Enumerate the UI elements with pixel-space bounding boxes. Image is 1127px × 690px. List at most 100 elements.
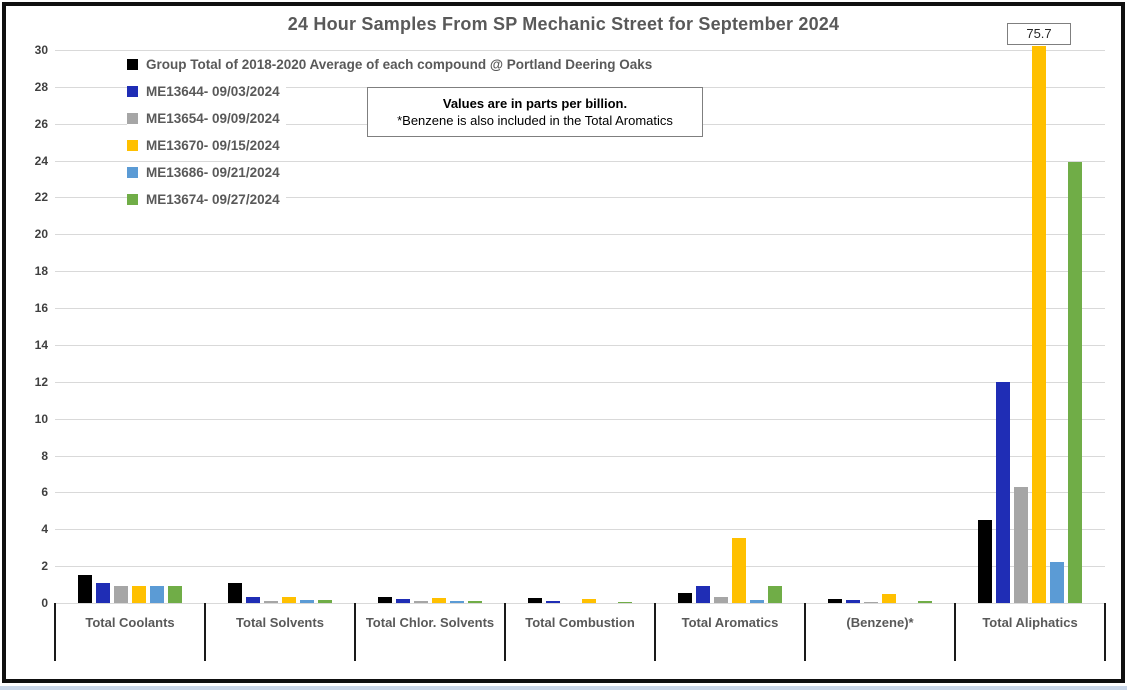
bar-s1-c4 (696, 586, 710, 603)
bar-s0-c3 (528, 598, 542, 603)
legend-label: ME13644- 09/03/2024 (146, 84, 280, 99)
category-separator-tick (804, 603, 806, 661)
bar-s0-c2 (378, 597, 392, 603)
legend-label: ME13686- 09/21/2024 (146, 165, 280, 180)
bar-s5-c1 (318, 600, 332, 603)
legend-item: Group Total of 2018-2020 Average of each… (127, 57, 659, 72)
bar-s5-c5 (918, 601, 932, 603)
note-line-1: Values are in parts per billion. (442, 96, 628, 111)
gridline (55, 492, 1105, 494)
bar-s1-c3 (546, 601, 560, 603)
bar-s4-c4 (750, 600, 764, 603)
gridline (55, 418, 1105, 420)
x-axis-category-label: Total Combustion (525, 615, 635, 630)
legend-item: ME13670- 09/15/2024 (127, 138, 286, 153)
bar-s1-c6 (996, 381, 1010, 603)
bar-s2-c5 (864, 602, 878, 603)
bar-s0-c0 (78, 575, 92, 603)
gridline (55, 603, 1105, 604)
legend-item: ME13644- 09/03/2024 (127, 84, 286, 99)
y-axis-tick-label: 18 (34, 264, 48, 279)
bar-s5-c0 (168, 585, 182, 603)
category-separator-tick (1104, 603, 1106, 661)
y-axis-tick-label: 10 (34, 411, 48, 426)
category-separator-tick (954, 603, 956, 661)
bar-s4-c2 (450, 601, 464, 603)
y-axis-tick-label: 20 (34, 227, 48, 242)
gridline (55, 566, 1105, 568)
x-axis-category-label: Total Solvents (236, 615, 324, 630)
bar-s2-c2 (414, 601, 428, 603)
note-line-2: *Benzene is also included in the Total A… (397, 113, 673, 128)
bar-s4-c1 (300, 600, 314, 603)
bar-s3-c0 (132, 586, 146, 603)
gridline (55, 271, 1105, 273)
y-axis-tick-label: 28 (34, 79, 48, 94)
bar-s5-c4 (768, 585, 782, 603)
bar-s3-c1 (282, 597, 296, 603)
legend-swatch-icon (127, 86, 138, 97)
gridline (55, 197, 1105, 199)
y-axis-tick-label: 6 (41, 485, 48, 500)
x-axis-category-label: (Benzene)* (846, 615, 914, 630)
gridline (55, 50, 1105, 51)
gridline (55, 381, 1105, 383)
legend-item: ME13674- 09/27/2024 (127, 192, 286, 207)
x-axis-category-label: Total Chlor. Solvents (365, 615, 495, 630)
legend-swatch-icon (127, 194, 138, 205)
bar-s3-c6 (1032, 46, 1046, 603)
y-axis-tick-label: 24 (34, 153, 48, 168)
y-axis-tick-label: 12 (34, 374, 48, 389)
bar-s0-c1 (228, 582, 242, 603)
bar-s0-c5 (828, 599, 842, 603)
bar-s3-c3 (582, 599, 596, 603)
bar-s4-c6 (1050, 562, 1064, 603)
note-box: Values are in parts per billion. *Benzen… (367, 87, 703, 137)
bar-s1-c5 (846, 600, 860, 603)
legend-label: ME13674- 09/27/2024 (146, 192, 280, 207)
category-separator-tick (204, 603, 206, 661)
legend-label: ME13654- 09/09/2024 (146, 111, 280, 126)
bar-s3-c5 (882, 593, 896, 603)
legend-swatch-icon (127, 167, 138, 178)
chart-title: 24 Hour Samples From SP Mechanic Street … (287, 14, 840, 34)
x-axis-category-label: Total Coolants (85, 615, 175, 630)
data-label-callout: 75.7 (1007, 23, 1071, 45)
bar-s2-c4 (714, 596, 728, 603)
legend-item: ME13686- 09/21/2024 (127, 165, 286, 180)
y-axis-tick-label: 8 (41, 448, 48, 463)
bar-s5-c3 (618, 602, 632, 603)
bar-s5-c2 (468, 601, 482, 603)
x-axis-category-label: Total Aromatics (681, 615, 779, 630)
legend-swatch-icon (127, 140, 138, 151)
bar-s2-c6 (1014, 486, 1028, 603)
bar-s2-c1 (264, 601, 278, 603)
bar-s1-c0 (96, 582, 110, 603)
gridline (55, 160, 1105, 162)
legend-label: ME13670- 09/15/2024 (146, 138, 280, 153)
gridline (55, 308, 1105, 310)
y-axis-tick-label: 14 (34, 337, 48, 352)
gridline (55, 234, 1105, 236)
bar-s1-c1 (246, 596, 260, 603)
legend-item: ME13654- 09/09/2024 (127, 111, 286, 126)
bar-s0-c6 (978, 520, 992, 603)
y-axis-tick-label: 2 (41, 559, 48, 574)
legend-swatch-icon (127, 113, 138, 124)
y-axis-tick-label: 26 (34, 116, 48, 131)
gridline (55, 455, 1105, 457)
bar-s1-c2 (396, 599, 410, 603)
y-axis-tick-label: 4 (41, 522, 48, 537)
legend: Group Total of 2018-2020 Average of each… (127, 57, 659, 207)
bar-s4-c0 (150, 585, 164, 603)
gridline (55, 529, 1105, 531)
category-separator-tick (54, 603, 56, 661)
category-separator-tick (654, 603, 656, 661)
bar-s0-c4 (678, 592, 692, 603)
bar-s3-c4 (732, 538, 746, 603)
y-axis-tick-label: 30 (34, 43, 48, 57)
y-axis-tick-label: 16 (34, 301, 48, 316)
bar-s3-c2 (432, 598, 446, 603)
category-separator-tick (504, 603, 506, 661)
